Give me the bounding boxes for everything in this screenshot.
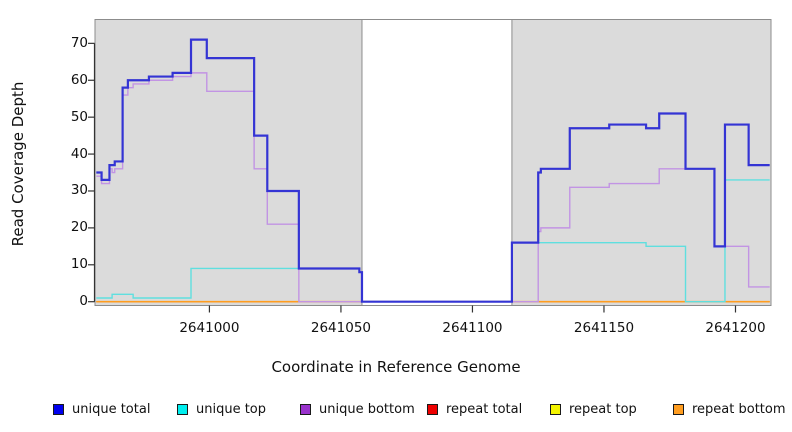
repeat-bottom-swatch-icon	[673, 403, 684, 415]
unshaded-gap-region	[361, 19, 513, 306]
legend-item-repeat-total: repeat total	[427, 401, 522, 417]
plot-background-layer	[94, 19, 772, 306]
legend-label: unique total	[72, 401, 151, 417]
y-tick-label: 30	[70, 182, 88, 199]
legend-label: repeat top	[569, 401, 637, 417]
x-tick-label: 2641150	[573, 320, 635, 336]
axis-layer	[88, 42, 737, 313]
y-tick-label: 60	[70, 71, 88, 88]
series-line-unique-total	[96, 38, 770, 303]
legend-item-repeat-bottom: repeat bottom	[673, 401, 786, 417]
x-tick-label: 2641200	[705, 320, 766, 336]
legend-item-unique-total: unique total	[53, 401, 150, 417]
unique-top-swatch-icon	[177, 403, 188, 415]
legend-item-repeat-top: repeat top	[550, 401, 637, 417]
x-axis-title: Coordinate in Reference Genome	[271, 358, 521, 376]
series-layer	[96, 38, 770, 303]
y-tick-label: 20	[70, 219, 88, 236]
unique-total-swatch-icon	[53, 403, 64, 415]
x-tick-label: 2641000	[179, 320, 240, 336]
y-tick-label: 0	[79, 293, 88, 310]
x-tick-label: 2641050	[310, 320, 371, 336]
legend-label: unique bottom	[319, 401, 415, 417]
series-line-unique-bottom	[96, 72, 770, 303]
legend-item-unique-bottom: unique bottom	[300, 401, 415, 417]
y-tick-label: 50	[70, 108, 88, 125]
repeat-top-swatch-icon	[550, 403, 561, 415]
legend-label: repeat total	[446, 401, 523, 417]
legend-label: repeat bottom	[692, 401, 786, 417]
unique-bottom-swatch-icon	[300, 403, 311, 415]
y-axis-title: Read Coverage Depth	[9, 81, 27, 247]
repeat-total-swatch-icon	[427, 403, 438, 415]
legend-label: unique top	[196, 401, 267, 417]
y-tick-label: 40	[70, 145, 88, 162]
legend-item-unique-top: unique top	[177, 401, 266, 417]
x-tick-label: 2641100	[442, 320, 503, 336]
y-tick-label: 10	[70, 256, 88, 273]
y-tick-label: 70	[70, 34, 88, 51]
